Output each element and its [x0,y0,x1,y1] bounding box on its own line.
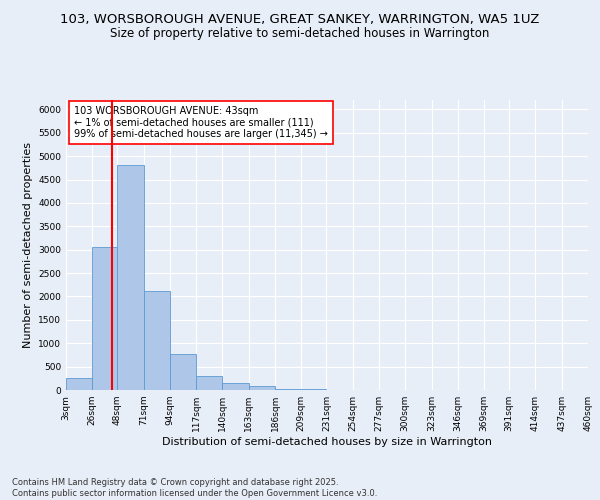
Bar [118,166,143,390]
Bar [170,354,196,390]
Bar [275,388,301,390]
Bar [301,389,326,390]
Bar [92,248,118,390]
Bar [249,386,275,390]
X-axis label: Distribution of semi-detached houses by size in Warrington: Distribution of semi-detached houses by … [162,437,492,447]
Bar [223,383,249,390]
Text: Contains HM Land Registry data © Crown copyright and database right 2025.
Contai: Contains HM Land Registry data © Crown c… [12,478,377,498]
Y-axis label: Number of semi-detached properties: Number of semi-detached properties [23,142,32,348]
Bar [196,376,223,390]
Bar [66,378,92,390]
Text: 103 WORSBOROUGH AVENUE: 43sqm
← 1% of semi-detached houses are smaller (111)
99%: 103 WORSBOROUGH AVENUE: 43sqm ← 1% of se… [74,106,328,139]
Text: 103, WORSBOROUGH AVENUE, GREAT SANKEY, WARRINGTON, WA5 1UZ: 103, WORSBOROUGH AVENUE, GREAT SANKEY, W… [61,12,539,26]
Bar [143,291,170,390]
Text: Size of property relative to semi-detached houses in Warrington: Size of property relative to semi-detach… [110,28,490,40]
